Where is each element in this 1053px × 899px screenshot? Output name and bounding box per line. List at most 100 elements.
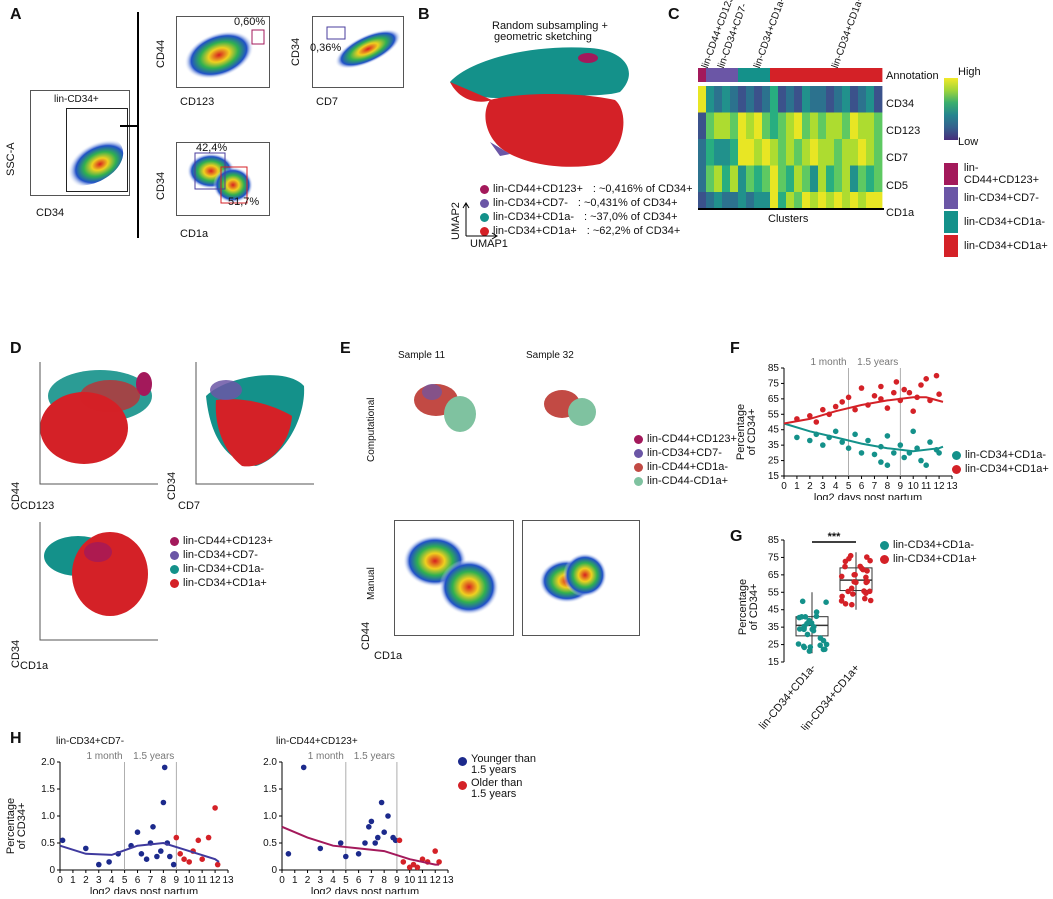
legend-dot [880,554,889,564]
heatmap-cell [802,192,811,210]
y-axis-label: Percentage [736,404,747,460]
x-tick-label: 2 [305,875,311,886]
legend-dot [480,184,489,194]
data-point [842,601,849,607]
legend-value: : ~0,416% of CD34+ [592,183,693,195]
panel-letter-f: F [730,340,740,357]
x-axis-label: CD1a [180,228,209,240]
heatmap-cell [786,112,795,139]
reference-line-label: 1.5 years [133,751,174,762]
data-point [160,799,167,806]
y-axis-label: Percentage [737,579,749,635]
y-tick-label: 25 [768,456,780,467]
d-legend: lin-CD44+CD123+ lin-CD34+CD7- lin-CD34+C… [170,534,273,590]
heatmap-cell [754,165,763,192]
data-point [863,590,869,596]
x-tick-label: 10 [908,481,920,492]
heatmap-cell [826,112,835,139]
heatmap-cell [706,86,715,113]
x-tick-label: 3 [820,481,826,492]
x-tick-label: 1 [794,481,800,492]
panel-letter-c: C [668,6,680,23]
overlay-scatter [44,532,148,616]
heatmap-cell [842,139,851,166]
y-tick-label: 85 [768,363,780,374]
data-point [845,394,852,401]
data-point [167,853,173,860]
data-point [813,609,820,615]
x-tick-label: 8 [161,875,167,886]
data-point [410,861,417,868]
heatmap-cell [714,86,723,113]
heatmap-cell [834,192,843,210]
heatmap-cell [730,165,739,192]
density-blob [326,26,402,69]
x-tick-label: 4 [109,875,115,886]
data-point [800,643,807,650]
clusters-label: Clusters [768,213,809,225]
heatmap-cell [850,192,859,210]
data-point [842,558,849,565]
heatmap-cell [866,112,875,139]
data-point [839,593,845,600]
legend-dot [458,757,467,766]
annotation-cell [802,68,811,82]
data-point [820,442,826,448]
legend-label: lin-CD44+CD123+ [493,183,583,195]
overlay-scatter [544,390,596,426]
gating-bracket [120,12,139,238]
y-tick-label: 55 [768,587,780,598]
row-label: CD5 [886,180,909,192]
heatmap-cell [834,86,843,113]
legend-value: : ~37,0% of CD34+ [584,211,678,223]
heatmap-cell [826,192,835,210]
legend-label: lin-CD44-CD1a+ [647,475,729,487]
y-tick-label: 45 [768,605,780,616]
y-axis-label: SSC-A [5,142,17,176]
sample-label: Sample 32 [526,350,574,361]
data-point [901,386,907,393]
data-point [59,837,66,844]
e-manual-11 [394,520,514,636]
legend-label: lin-CD34+CD1a+ [493,225,577,237]
e-manual-32 [522,520,640,636]
data-point [385,813,391,819]
legend-dot [952,464,961,474]
data-point [933,372,940,379]
y-tick-label: 0 [271,865,277,876]
x-tick-label: 9 [174,875,180,886]
data-point [914,445,920,451]
y-tick-label: 0.5 [263,838,277,849]
heatmap-cell [858,86,867,113]
facs-gating-plot [30,90,130,196]
x-tick-label: 0 [57,875,63,886]
data-point [170,861,177,868]
data-point [822,646,828,653]
data-point [820,406,826,413]
x-tick-label: 5 [343,875,349,886]
data-point [285,851,292,857]
data-point [372,840,378,846]
annotation-cell [754,68,763,82]
legend-dot [480,212,489,222]
heatmap-cell [850,165,859,192]
data-point [867,597,874,604]
data-point [795,641,802,647]
y-tick-label: 1.5 [263,784,277,795]
heatmap-cell [810,112,819,139]
annotation-cell [826,68,835,82]
gate-percentage: 0,36% [310,42,342,54]
heatmap-cell [794,192,803,210]
data-point [205,834,212,841]
x-tick-label: 6 [859,481,865,492]
h1-title: lin-CD34+CD7- [56,736,125,747]
data-point [813,419,820,425]
heatmap-cell [770,139,779,166]
x-tick-label: 9 [394,875,400,886]
heatmap-cell [698,192,707,210]
data-point [186,859,192,865]
data-point [923,462,929,468]
heatmap-cell [786,139,795,166]
heatmap-cell [778,86,787,113]
